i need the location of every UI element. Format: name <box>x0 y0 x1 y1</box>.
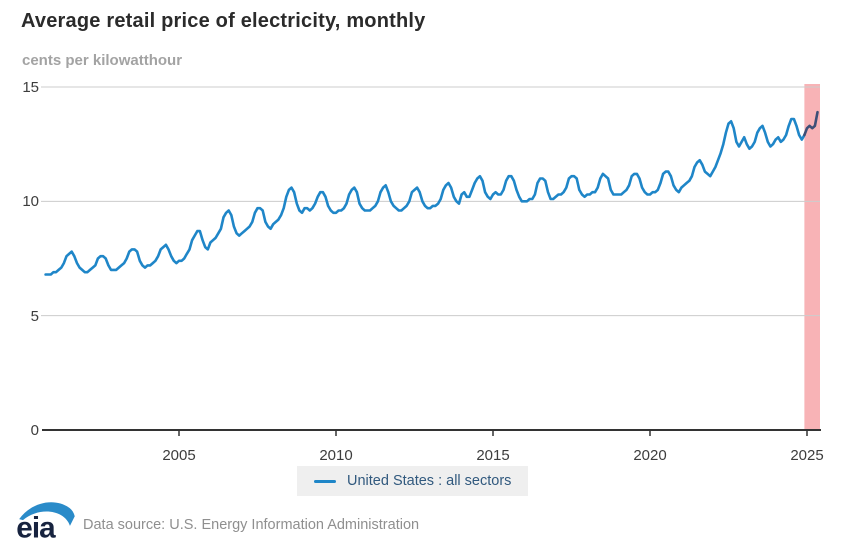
y-tick-label-10: 10 <box>22 193 39 211</box>
data-source-text: Data source: U.S. Energy Information Adm… <box>83 517 420 533</box>
legend-label: United States : all sectors <box>347 473 512 489</box>
y-tick-label-15: 15 <box>22 79 39 96</box>
eia-logo[interactable]: eia <box>15 499 77 545</box>
x-tick-label-2020: 2020 <box>633 447 667 464</box>
x-tick-label-2025: 2025 <box>790 447 824 464</box>
x-tick-label-2005: 2005 <box>162 447 196 464</box>
y-tick-label-0: 0 <box>30 422 39 439</box>
x-tick-label-2010: 2010 <box>319 447 353 464</box>
y-tick-label-5: 5 <box>30 307 39 325</box>
price-line-history[interactable] <box>44 117 806 276</box>
legend-line-swatch <box>314 479 336 483</box>
price-line-forecast[interactable] <box>803 110 819 137</box>
x-tick-label-2015: 2015 <box>476 447 510 464</box>
projection-band <box>804 84 820 429</box>
legend-item-united-states-all-sectors[interactable]: United States : all sectors <box>297 466 529 496</box>
eia-swoosh-icon <box>19 502 75 526</box>
eia-logo-text: eia <box>16 511 56 544</box>
page-title: Average retail price of electricity, mon… <box>21 10 426 32</box>
y-axis-unit-label: cents per kilowatthour <box>22 52 183 69</box>
